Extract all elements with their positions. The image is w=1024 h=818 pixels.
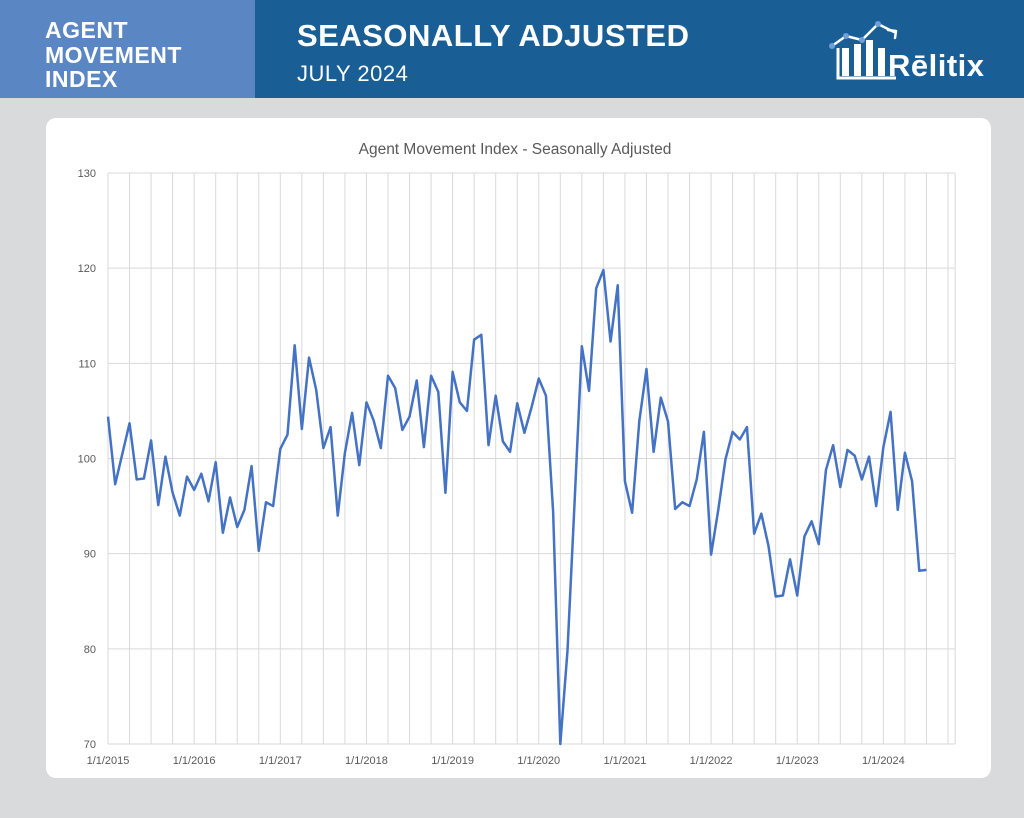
logo-axis-icon [836,48,896,80]
x-tick-label: 1/1/2019 [431,755,474,767]
logo-dots-icon [829,21,881,49]
y-tick-label: 80 [84,644,96,656]
page-title: SEASONALLY ADJUSTED [297,18,690,53]
horizontal-gridlines [108,172,956,745]
index-title-line-3: INDEX [45,66,118,92]
x-tick-label: 1/1/2021 [604,755,647,767]
series-group [106,268,927,746]
header-index-block: AGENT MOVEMENT INDEX [0,0,255,98]
y-tick-label: 90 [84,549,96,561]
x-tick-label: 1/1/2018 [345,755,388,767]
index-title-line-2: MOVEMENT [45,42,182,68]
index-title-line-1: AGENT [45,17,128,43]
line-chart: Agent Movement Index - Seasonally Adjust… [78,141,956,767]
x-tick-label: 1/1/2015 [87,755,130,767]
x-tick-label: 1/1/2022 [690,755,733,767]
y-axis-ticks: 70 80 90 100 110 120 130 [78,168,96,751]
x-tick-label: 1/1/2017 [259,755,302,767]
page-subtitle-date: JULY 2024 [297,61,409,86]
header-banner: AGENT MOVEMENT INDEX SEASONALLY ADJUSTED… [0,0,1024,98]
y-tick-label: 130 [78,168,96,180]
logo-bars-icon [842,40,885,76]
bar-chart-logo-icon [830,22,898,48]
chart-card: Agent Movement Index - Seasonally Adjust… [46,118,991,778]
series-line-agent-movement-index [106,268,927,746]
x-tick-label: 1/1/2020 [517,755,560,767]
relitix-logo [829,21,898,80]
x-tick-label: 1/1/2023 [776,755,819,767]
y-tick-label: 100 [78,454,96,466]
y-tick-label: 70 [84,739,96,751]
y-tick-label: 120 [78,263,96,275]
x-tick-label: 1/1/2024 [862,755,905,767]
y-tick-label: 110 [78,358,96,370]
logo-wordmark: Rēlitix [888,48,985,83]
chart-title: Agent Movement Index - Seasonally Adjust… [359,141,672,158]
x-tick-label: 1/1/2016 [173,755,216,767]
x-axis-ticks: 1/1/2015 1/1/2016 1/1/2017 1/1/2018 1/1/2019… [87,755,905,767]
